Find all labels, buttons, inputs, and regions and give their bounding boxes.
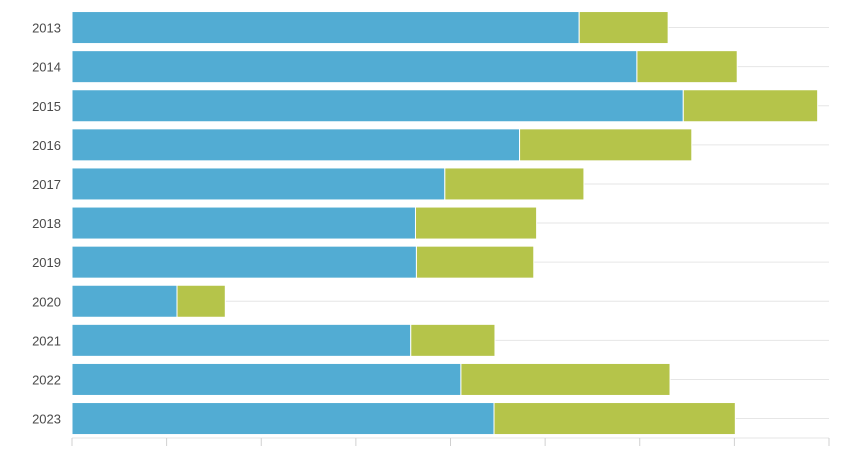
y-tick-label: 2022 [32,372,61,387]
bar-2018-series-1 [71,206,416,240]
x-axis [71,437,830,446]
y-tick-label: 2023 [32,412,61,427]
y-axis-labels: 2013 2014 2015 2016 2017 2018 2019 2020 2021 2022… [32,21,61,427]
bar-2013-series-2 [578,11,669,45]
bar-2023-series-1 [71,402,495,436]
bar-2016-series-2 [519,128,693,162]
bar-2017-series-2 [444,167,585,201]
y-tick-label: 2014 [32,60,61,75]
bar-2019-series-2 [415,245,535,279]
bar-2013-series-1 [71,11,580,45]
bar-2017-series-1 [71,167,446,201]
y-tick-label: 2016 [32,138,61,153]
bar-2014-series-1 [71,50,638,84]
bar-2020-series-2 [176,284,226,318]
bar-2014-series-2 [636,50,738,84]
y-tick-label: 2020 [32,294,61,309]
y-tick-label: 2015 [32,99,61,114]
bar-2018-series-2 [414,206,538,240]
bar-2015-series-2 [682,89,819,123]
y-tick-label: 2018 [32,216,61,231]
y-tick-label: 2019 [32,255,61,270]
bar-2021-series-1 [71,323,412,357]
bar-2021-series-2 [410,323,496,357]
y-tick-label: 2013 [32,21,61,36]
bar-2020-series-1 [71,284,178,318]
bar-2022-series-2 [460,362,671,396]
bar-2022-series-1 [71,362,462,396]
bar-2019-series-1 [71,245,417,279]
bar-2023-series-2 [493,402,736,436]
bars [71,11,819,436]
bar-2016-series-1 [71,128,521,162]
y-tick-label: 2021 [32,333,61,348]
bar-2015-series-1 [71,89,684,123]
y-tick-label: 2017 [32,177,61,192]
